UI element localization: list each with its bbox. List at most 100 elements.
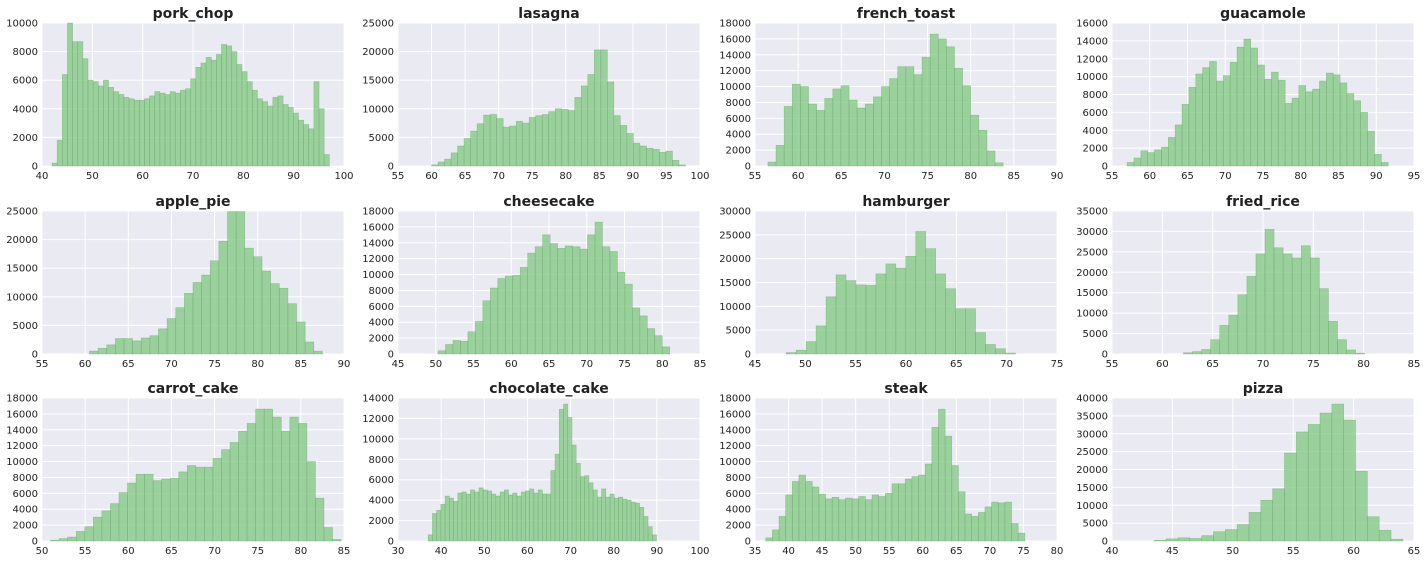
x-tick-label: 65	[950, 546, 963, 557]
histogram-bar	[169, 91, 176, 167]
x-tick-label: 50	[429, 359, 442, 370]
histogram-bar	[1260, 499, 1273, 542]
histogram-bar	[1192, 351, 1202, 355]
histogram-bar	[460, 340, 469, 355]
y-tick-label: 16000	[719, 409, 751, 420]
chart-title: cheesecake	[503, 194, 594, 210]
histogram-bar	[1229, 62, 1238, 167]
histogram-bar	[564, 245, 573, 355]
histogram-bar	[93, 516, 103, 542]
x-tick-label: 55	[749, 171, 762, 182]
histogram-bar	[1277, 79, 1286, 167]
x-tick-label: 80	[607, 546, 620, 557]
histogram-bar	[1195, 73, 1203, 167]
x-tick-label: 90	[1051, 171, 1064, 182]
x-tick-label: 50	[36, 546, 49, 557]
histogram-bar	[557, 248, 566, 355]
x-tick-label: 60	[122, 546, 135, 557]
y-tick-label: 18000	[6, 394, 38, 405]
histogram-bar	[1181, 104, 1190, 167]
histogram-bar	[1291, 257, 1302, 355]
chart-title: fried_rice	[1226, 194, 1300, 210]
histogram-bar	[519, 267, 529, 355]
x-tick-label: 60	[79, 359, 92, 370]
histogram-panel-lasagna: 55 60 65 70 75 80 85 90 95 100 0 5000 10000 15000 2000…	[362, 6, 709, 182]
histogram-bar	[440, 503, 446, 542]
histogram-bar	[1298, 85, 1307, 167]
x-tick-label: 100	[690, 171, 709, 182]
histogram-bar	[450, 152, 458, 167]
histogram-bar	[51, 162, 58, 167]
histogram-bar	[332, 539, 342, 542]
histogram-bar	[154, 91, 161, 167]
histogram-bar	[785, 352, 797, 355]
y-tick-label: 0	[388, 350, 394, 361]
histogram-bar	[527, 252, 536, 355]
y-tick-label: 5000	[13, 321, 38, 332]
histogram-bar	[277, 95, 284, 167]
histogram-bar	[881, 86, 890, 167]
x-tick-label: 55	[1287, 546, 1300, 557]
histogram-bar	[665, 150, 673, 167]
y-tick-label: 25000	[1076, 447, 1108, 458]
y-tick-label: 20000	[362, 47, 394, 58]
histogram-bar	[449, 497, 454, 542]
histogram-bar	[221, 44, 227, 167]
histogram-bar	[1355, 470, 1368, 542]
x-tick-label: 85	[1408, 359, 1421, 370]
histogram-bar	[489, 114, 497, 167]
histogram-bar	[964, 513, 973, 542]
histogram-bar	[238, 431, 248, 542]
y-tick-label: 14000	[719, 50, 751, 61]
y-tick-label: 0	[745, 537, 751, 548]
histogram-bar	[785, 494, 793, 542]
y-tick-label: 10000	[1076, 501, 1108, 512]
y-tick-label: 10000	[719, 302, 751, 313]
x-tick-label: 65	[1206, 359, 1219, 370]
histogram-bar	[101, 510, 111, 542]
histogram-bar	[1153, 539, 1167, 542]
histogram-bar	[558, 408, 564, 542]
histogram-bar	[1126, 162, 1135, 167]
y-tick-label: 10000	[6, 292, 38, 303]
histogram-bar	[270, 283, 280, 355]
histogram-bar	[87, 79, 94, 167]
x-tick-label: 70	[208, 546, 221, 557]
histogram-bar	[139, 99, 145, 167]
histogram-bar	[1326, 72, 1334, 167]
histogram-bar	[192, 282, 202, 355]
histogram-bar	[924, 463, 933, 542]
histogram-bar	[1183, 352, 1193, 355]
histogram-bar	[263, 408, 274, 542]
histogram-bar	[575, 463, 581, 542]
x-tick-label: 45	[816, 546, 829, 557]
histogram-bar	[815, 325, 827, 355]
histogram-bar	[1189, 538, 1202, 542]
x-tick-label: 80	[1051, 546, 1064, 557]
histogram-bar	[278, 287, 289, 355]
histogram-bar	[246, 81, 253, 167]
histogram-bar	[241, 71, 248, 167]
histogram-bar	[620, 125, 628, 167]
histogram-bar	[904, 478, 913, 542]
histogram-bar	[831, 497, 840, 542]
x-tick-label: 65	[950, 359, 963, 370]
histogram-bar	[765, 537, 773, 542]
histogram-bar	[1390, 538, 1404, 542]
histogram-bar	[607, 81, 615, 167]
histogram-bar	[200, 62, 207, 167]
y-tick-label: 6000	[369, 475, 394, 486]
y-tick-label: 12000	[362, 414, 394, 425]
histogram-bar	[445, 344, 454, 355]
histogram-bar	[1216, 80, 1224, 167]
histogram-bar	[546, 493, 552, 542]
histogram-bar	[587, 234, 596, 355]
y-tick-label: 6000	[726, 489, 751, 500]
histogram-bar	[1282, 253, 1293, 355]
histogram-bar	[140, 337, 151, 355]
histogram-panel-pork_chop: 40 50 60 70 80 90 100 0 2000 4000 6000 8000 10000 por…	[6, 6, 353, 182]
histogram-bar	[1300, 245, 1311, 355]
histogram-bar	[594, 221, 603, 355]
y-tick-label: 16000	[719, 34, 751, 45]
histogram-bar	[1355, 352, 1365, 355]
